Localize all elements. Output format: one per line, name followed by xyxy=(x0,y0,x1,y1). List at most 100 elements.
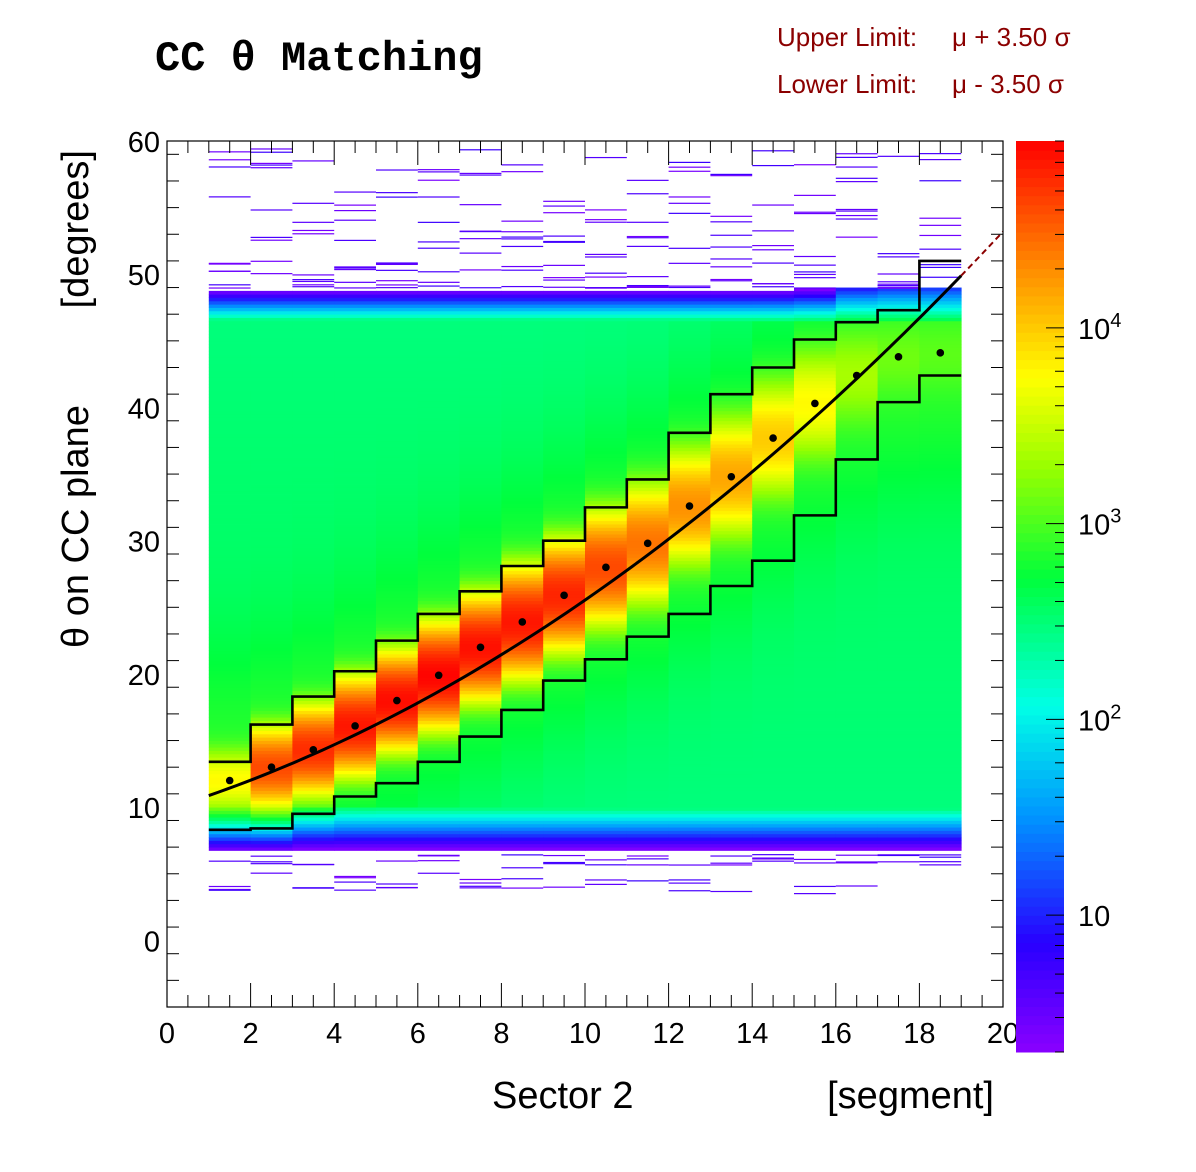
heatmap-cell xyxy=(543,557,586,562)
heatmap-cell xyxy=(543,587,586,592)
heatmap-cell xyxy=(459,300,502,305)
heatmap-cell xyxy=(794,620,837,625)
outlier-cell xyxy=(208,889,251,891)
heatmap-cell xyxy=(877,384,920,388)
upper-limit-label: Upper Limit: xyxy=(777,22,917,52)
heatmap-cell xyxy=(459,847,502,851)
heatmap-cell xyxy=(459,620,502,625)
heatmap-cell xyxy=(668,517,711,522)
heatmap-cell xyxy=(334,357,377,362)
heatmap-cell xyxy=(877,324,920,328)
heatmap-cell xyxy=(626,600,669,605)
heatmap-cell xyxy=(376,344,419,348)
heatmap-cell xyxy=(250,807,293,811)
heatmap-cell xyxy=(794,770,837,775)
heatmap-cell xyxy=(877,380,920,385)
heatmap-cell xyxy=(376,460,419,465)
heatmap-cell xyxy=(334,763,377,768)
heatmap-cell xyxy=(376,837,419,841)
heatmap-cell xyxy=(919,490,962,495)
heatmap-cell xyxy=(543,810,586,815)
heatmap-cell xyxy=(292,607,335,612)
heatmap-cell xyxy=(794,623,837,628)
heatmap-cell xyxy=(376,623,419,628)
heatmap-cell xyxy=(919,397,962,402)
heatmap-cell xyxy=(501,357,544,362)
heatmap-cell xyxy=(250,374,293,378)
heatmap-cell xyxy=(292,524,335,528)
heatmap-cell xyxy=(417,527,460,532)
heatmap-cell xyxy=(919,400,962,405)
heatmap-cell xyxy=(710,484,753,488)
heatmap-cell xyxy=(668,410,711,415)
heatmap-cell xyxy=(585,740,628,745)
heatmap-cell xyxy=(626,417,669,422)
heatmap-cell xyxy=(501,540,544,545)
heatmap-cell xyxy=(919,680,962,685)
heatmap-cell xyxy=(877,457,920,462)
heatmap-cell xyxy=(376,370,419,375)
heatmap-cell xyxy=(376,527,419,532)
heatmap-cell xyxy=(543,830,586,835)
heatmap-cell xyxy=(626,394,669,398)
heatmap-cell xyxy=(376,827,419,831)
heatmap-cell xyxy=(585,547,628,552)
heatmap-cell xyxy=(752,750,795,755)
heatmap-cell xyxy=(208,554,251,558)
heatmap-cell xyxy=(585,384,628,388)
heatmap-cell xyxy=(208,424,251,428)
heatmap-cell xyxy=(794,297,837,302)
heatmap-cell xyxy=(668,304,711,308)
heatmap-cell xyxy=(752,400,795,405)
heatmap-cell xyxy=(877,540,920,545)
heatmap-cell xyxy=(417,430,460,435)
heatmap-cell xyxy=(417,703,460,708)
heatmap-cell xyxy=(710,364,753,368)
heatmap-cell xyxy=(668,404,711,408)
heatmap-cell xyxy=(250,780,293,785)
heatmap-cell xyxy=(585,720,628,725)
heatmap-cell xyxy=(459,767,502,771)
heatmap-cell xyxy=(710,617,753,622)
heatmap-cell xyxy=(459,840,502,845)
heatmap-cell xyxy=(835,350,878,355)
heatmap-cell xyxy=(835,574,878,578)
heatmap-cell xyxy=(417,787,460,791)
outlier-cell xyxy=(752,857,794,859)
heatmap-cell xyxy=(585,767,628,771)
heatmap-cell xyxy=(752,307,795,312)
heatmap-cell xyxy=(208,307,251,312)
heatmap-cell xyxy=(585,737,628,741)
heatmap-cell xyxy=(208,643,251,648)
color-scale-exponent: 4 xyxy=(1110,310,1121,332)
heatmap-cell xyxy=(752,410,795,415)
heatmap-cell xyxy=(376,763,419,768)
heatmap-cell xyxy=(417,504,460,508)
heatmap-cell xyxy=(459,630,502,635)
heatmap-cell xyxy=(585,823,628,828)
heatmap-cell xyxy=(208,534,251,538)
heatmap-cell xyxy=(752,300,795,305)
heatmap-cell xyxy=(459,544,502,548)
heatmap-cell xyxy=(501,434,544,438)
heatmap-cell xyxy=(417,487,460,492)
heatmap-cell xyxy=(794,587,837,592)
heatmap-cell xyxy=(668,417,711,422)
heatmap-cell xyxy=(585,633,628,638)
outlier-cell xyxy=(919,153,962,155)
heatmap-cell xyxy=(543,354,586,358)
heatmap-cell xyxy=(501,567,544,572)
heatmap-cell xyxy=(292,327,335,332)
heatmap-cell xyxy=(208,520,251,525)
heatmap-cell xyxy=(877,817,920,821)
heatmap-cell xyxy=(334,660,377,665)
heatmap-cell xyxy=(835,700,878,705)
heatmap-cell xyxy=(668,630,711,635)
heatmap-cell xyxy=(501,430,544,435)
heatmap-cell xyxy=(668,377,711,382)
heatmap-cell xyxy=(208,673,251,678)
heatmap-cell xyxy=(292,360,335,365)
outlier-cell xyxy=(710,215,753,217)
heatmap-cell xyxy=(292,414,335,418)
heatmap-cell xyxy=(877,424,920,428)
